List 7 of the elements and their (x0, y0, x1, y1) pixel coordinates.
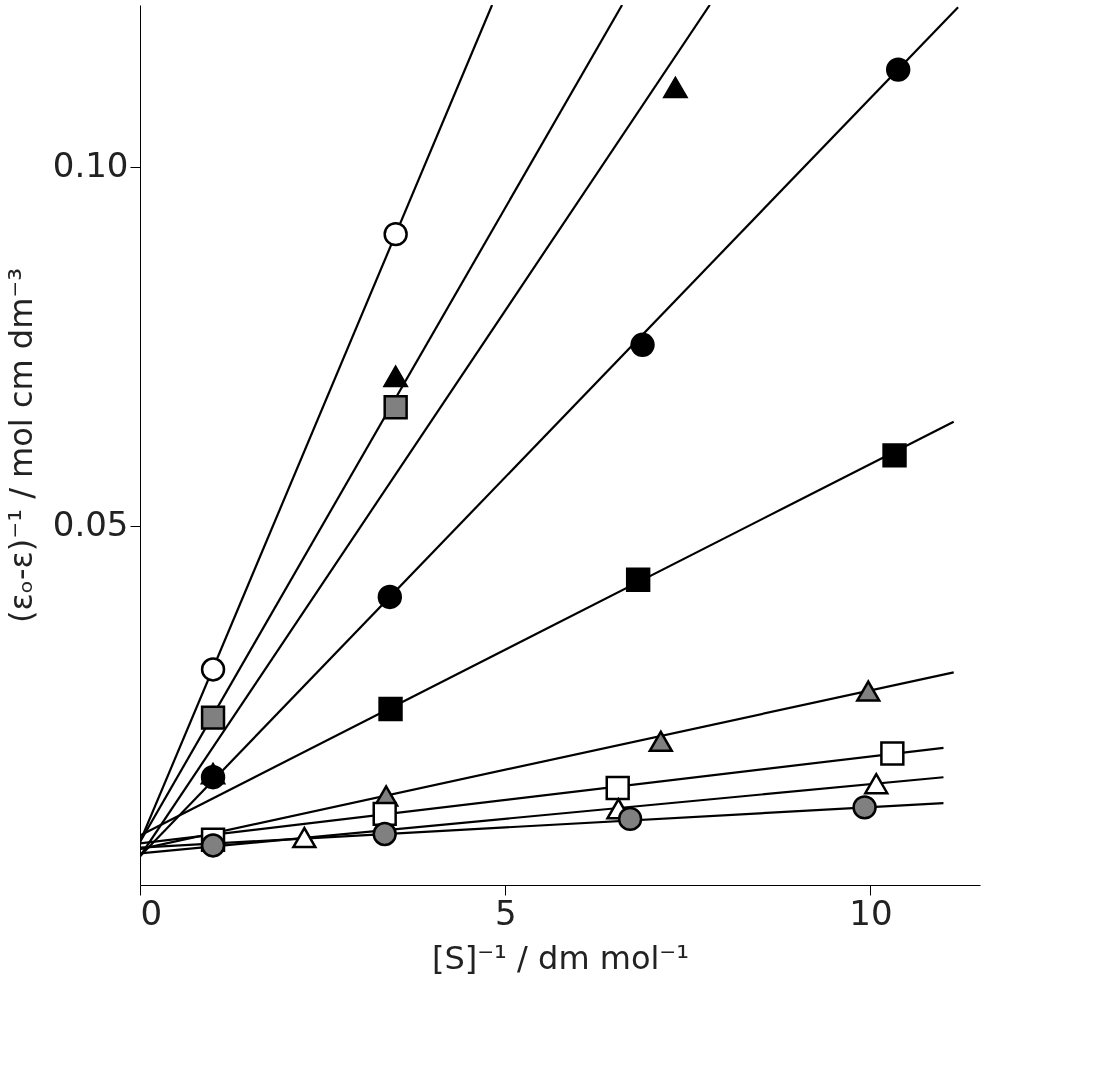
x-tick-label: 0 (140, 892, 163, 933)
y-axis-title: (εₒ-ε)⁻¹ / mol cm dm⁻³ (1, 267, 40, 624)
y-tick-label: 0.05 (52, 504, 129, 545)
x-tick-label: 5 (494, 892, 517, 933)
x-tick-label: 10 (849, 892, 893, 933)
x-axis-title: [S]⁻¹ / dm mol⁻¹ (431, 938, 690, 977)
y-tick-label: 0.10 (52, 145, 129, 186)
